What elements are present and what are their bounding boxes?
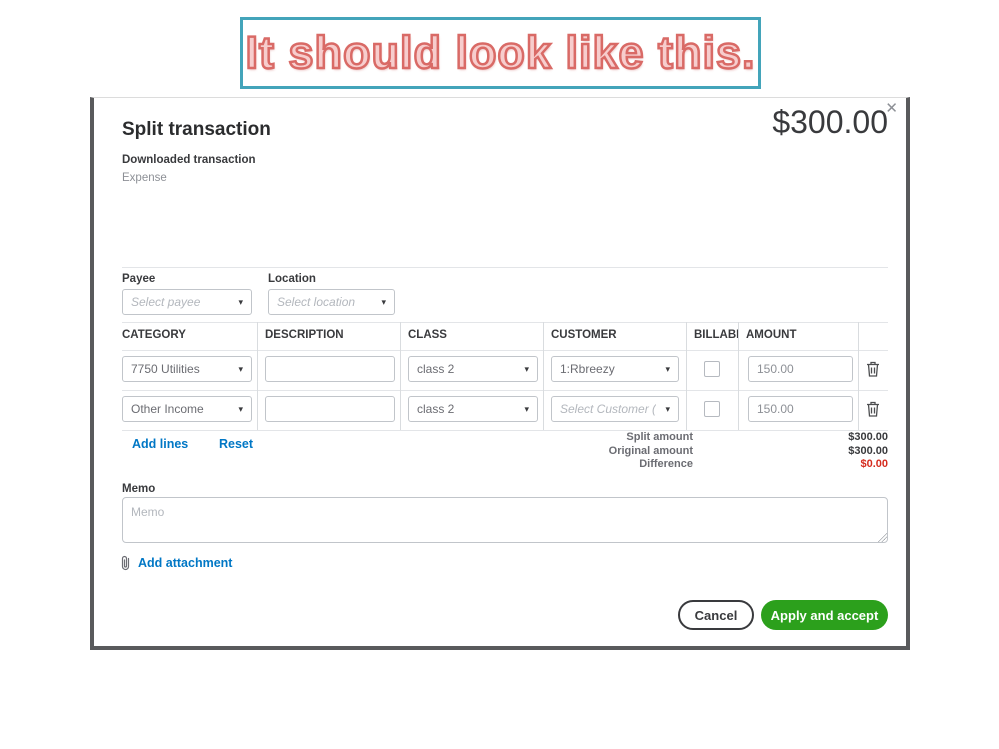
amount-input-row1[interactable] — [748, 356, 853, 382]
difference-value: $0.00 — [860, 458, 888, 470]
chevron-down-icon: ▾ — [238, 403, 243, 414]
reset-link[interactable]: Reset — [219, 437, 254, 451]
billable-checkbox-row2[interactable] — [704, 401, 720, 417]
column-divider — [400, 322, 401, 430]
add-attachment-label: Add attachment — [138, 555, 233, 570]
apply-button-label: Apply and accept — [770, 607, 879, 623]
cancel-button[interactable]: Cancel — [678, 600, 754, 630]
add-attachment-link[interactable]: Add attachment — [120, 554, 232, 571]
cancel-button-label: Cancel — [694, 607, 738, 623]
category-select-row1[interactable]: 7750 Utilities ▾ — [122, 356, 252, 382]
category-value: 7750 Utilities — [131, 362, 200, 376]
original-amount-label: Original amount — [608, 444, 693, 457]
payee-placeholder: Select payee — [131, 295, 201, 309]
memo-label: Memo — [122, 483, 156, 495]
split-transaction-dialog: ✕ Split transaction $300.00 Downloaded t… — [90, 97, 910, 650]
paperclip-icon — [121, 555, 130, 571]
chevron-down-icon: ▾ — [381, 296, 386, 307]
original-amount-row: Original amount $300.00 — [488, 445, 888, 459]
customer-placeholder: Select Customer ( — [560, 402, 657, 416]
difference-row: Difference $0.00 — [488, 458, 888, 472]
column-header-class: CLASS — [408, 329, 447, 341]
location-placeholder: Select location — [277, 295, 356, 309]
totals-summary: Split amount $300.00 Original amount $30… — [488, 431, 888, 472]
customer-select-row1[interactable]: 1:Rbreezy ▾ — [551, 356, 679, 382]
column-header-description: DESCRIPTION — [265, 329, 344, 341]
difference-label: Difference — [639, 458, 693, 470]
original-amount-value: $300.00 — [848, 444, 888, 457]
chevron-down-icon: ▾ — [524, 403, 529, 414]
column-header-amount: AMOUNT — [746, 329, 797, 341]
billable-checkbox-row1[interactable] — [704, 361, 720, 377]
customer-value: 1:Rbreezy — [560, 362, 615, 376]
location-select[interactable]: Select location ▾ — [268, 289, 395, 315]
column-divider — [257, 322, 258, 430]
split-amount-label: Split amount — [626, 431, 693, 443]
split-amount-value: $300.00 — [848, 431, 888, 443]
payee-label: Payee — [122, 273, 156, 285]
class-value: class 2 — [417, 362, 455, 376]
row-divider — [122, 390, 888, 391]
amount-input-row2[interactable] — [748, 396, 853, 422]
apply-and-accept-button[interactable]: Apply and accept — [761, 600, 888, 630]
chevron-down-icon: ▾ — [238, 296, 243, 307]
trash-icon[interactable] — [865, 360, 881, 378]
banner-box: It should look like this. — [240, 17, 761, 89]
transaction-amount: $300.00 — [772, 104, 888, 140]
class-select-row2[interactable]: class 2 ▾ — [408, 396, 538, 422]
column-divider — [543, 322, 544, 430]
description-input-row1[interactable] — [265, 356, 395, 382]
resize-handle[interactable] — [878, 533, 887, 542]
category-select-row2[interactable]: Other Income ▾ — [122, 396, 252, 422]
table-bottom-border — [122, 430, 888, 431]
column-header-customer: CUSTOMER — [551, 329, 617, 341]
column-divider — [686, 322, 687, 430]
category-value: Other Income — [131, 402, 204, 416]
description-input-row2[interactable] — [265, 396, 395, 422]
column-divider — [738, 322, 739, 430]
class-value: class 2 — [417, 402, 455, 416]
trash-icon[interactable] — [865, 400, 881, 418]
column-header-category: CATEGORY — [122, 329, 186, 341]
chevron-down-icon: ▾ — [665, 363, 670, 374]
downloaded-transaction-label: Downloaded transaction — [122, 154, 256, 166]
payee-select[interactable]: Select payee ▾ — [122, 289, 252, 315]
table-top-border — [122, 322, 888, 323]
table-header-border — [122, 350, 888, 351]
memo-textarea[interactable] — [122, 497, 888, 543]
transaction-type-label: Expense — [122, 172, 167, 184]
chevron-down-icon: ▾ — [524, 363, 529, 374]
add-lines-link[interactable]: Add lines — [132, 437, 189, 451]
customer-select-row2[interactable]: Select Customer ( ▾ — [551, 396, 679, 422]
banner-text: It should look like this. — [244, 26, 756, 80]
dialog-title: Split transaction — [122, 119, 271, 140]
close-icon[interactable]: ✕ — [885, 100, 898, 117]
chevron-down-icon: ▾ — [238, 363, 243, 374]
column-header-billable: BILLABLE — [694, 329, 738, 341]
column-divider — [858, 322, 859, 430]
split-amount-row: Split amount $300.00 — [488, 431, 888, 445]
location-label: Location — [268, 273, 316, 285]
chevron-down-icon: ▾ — [665, 403, 670, 414]
class-select-row1[interactable]: class 2 ▾ — [408, 356, 538, 382]
header-divider — [122, 267, 888, 268]
